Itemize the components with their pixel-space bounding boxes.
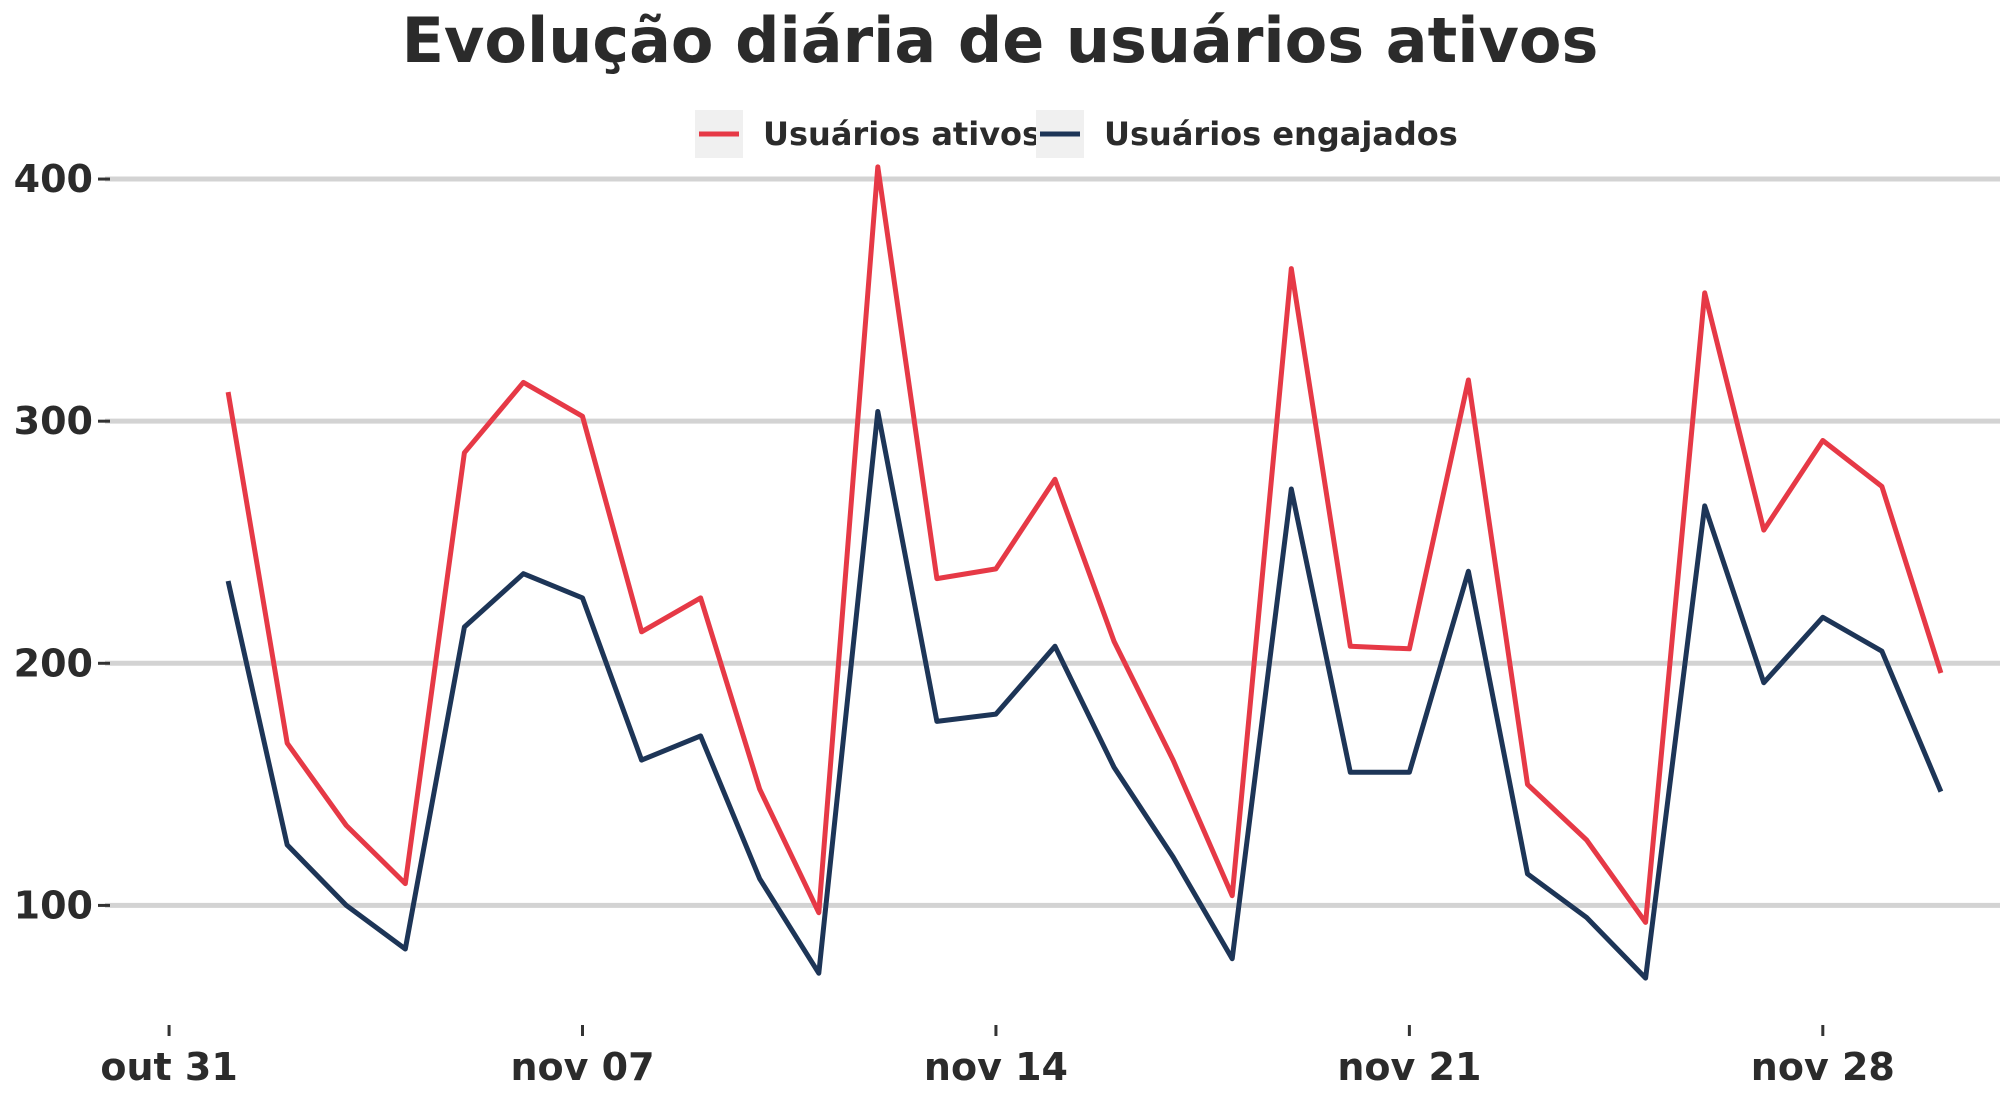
x-axis: out 31 nov 07 nov 14 nov 21 nov 28 (100, 1025, 1895, 1089)
legend-item[interactable]: Usuários engajados (1036, 110, 1458, 158)
legend-item[interactable]: Usuários ativos (695, 110, 1041, 158)
series-line (225, 409, 1944, 981)
legend-label: Usuários engajados (1104, 115, 1458, 153)
legend: Usuários ativos Usuários engajados (695, 110, 1458, 158)
series-layer (225, 164, 1944, 981)
y-tick-label: 300 (14, 399, 93, 443)
x-tick-label: nov 14 (924, 1045, 1068, 1089)
x-tick-label: nov 21 (1337, 1045, 1481, 1089)
chart-title: Evolução diária de usuários ativos (402, 4, 1599, 77)
y-axis: 100 200 300 400 (14, 157, 110, 927)
series-line (225, 164, 1944, 925)
y-tick-label: 200 (14, 641, 93, 685)
series-usuarios-engajados (225, 409, 1944, 981)
x-tick-label: nov 28 (1751, 1045, 1895, 1089)
y-tick-label: 400 (14, 157, 93, 201)
x-tick-label: nov 07 (510, 1045, 654, 1089)
legend-label: Usuários ativos (763, 115, 1041, 153)
x-tick-label: out 31 (100, 1045, 237, 1089)
y-tick-label: 100 (14, 883, 93, 927)
series-usuarios-ativos (225, 164, 1944, 925)
